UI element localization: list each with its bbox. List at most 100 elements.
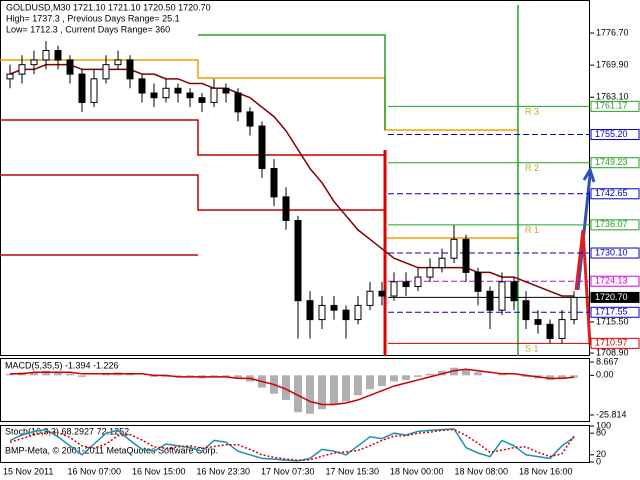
candle-body xyxy=(534,319,542,325)
x-tick-label: 16 Nov 15:00 xyxy=(132,466,186,476)
macd-bar xyxy=(78,375,86,377)
level-label: 1730.10 xyxy=(595,247,628,257)
pivot-name: R 3 xyxy=(525,107,539,117)
level-label: 1720.70 xyxy=(595,292,628,302)
macd-bar xyxy=(54,372,62,376)
y-tick-label: 80 xyxy=(596,428,606,438)
macd-bar xyxy=(126,373,134,376)
candle-body xyxy=(222,87,230,94)
level-label-box xyxy=(590,337,640,349)
x-tick-label: 18 Nov 00:00 xyxy=(390,466,444,476)
candle-body xyxy=(66,59,74,75)
macd-bar xyxy=(66,373,74,376)
y-tick-label: 0 xyxy=(596,456,601,466)
macd-bar xyxy=(498,373,506,376)
candle-body xyxy=(330,304,338,311)
candle-body xyxy=(126,59,134,80)
y-tick-label: 20 xyxy=(596,449,606,459)
candle-body xyxy=(270,168,278,198)
macd-bar xyxy=(162,375,170,377)
candle-body xyxy=(114,59,122,66)
y-tick-label: 1708.90 xyxy=(596,347,629,357)
pivot-step xyxy=(0,59,518,131)
candle-body xyxy=(162,87,170,99)
y-tick-label: -25.814 xyxy=(596,409,627,419)
candle-body xyxy=(450,238,458,259)
macd-bar xyxy=(30,372,38,376)
macd-bar xyxy=(318,375,326,410)
copyright: BMP-Meta, © 2001-2011 MetaQuotes Softwar… xyxy=(5,445,218,455)
macd-bar xyxy=(210,375,218,377)
stoch-title: Stoch(10,3,3) 68.2927 72.1252 xyxy=(5,426,129,436)
candle-body xyxy=(18,64,26,75)
level-label-box xyxy=(590,291,640,303)
macd-bar xyxy=(462,369,470,376)
candle-body xyxy=(174,87,182,94)
candle-body xyxy=(390,281,398,297)
macd-bar xyxy=(426,373,434,376)
macd-bar xyxy=(546,375,554,380)
candle-body xyxy=(378,290,386,297)
candle-body xyxy=(462,238,470,273)
macd-bar xyxy=(102,373,110,376)
macd-bar xyxy=(414,375,422,377)
level-label: 1736.07 xyxy=(595,219,628,229)
candle-body xyxy=(54,50,62,61)
macd-title: MACD(5,35,5) -1.394 -1.226 xyxy=(5,360,119,370)
candle-body xyxy=(150,92,158,99)
y-tick-label: 1776.70 xyxy=(596,27,629,37)
arrow-swing xyxy=(574,229,592,346)
candle-body xyxy=(6,73,14,80)
macd-bar xyxy=(390,375,398,382)
candle-body xyxy=(258,125,266,170)
candle-body xyxy=(474,271,482,292)
level-label: 1724.13 xyxy=(595,276,628,286)
macd-bar xyxy=(378,375,386,387)
candle-body xyxy=(414,276,422,288)
stoch-signal xyxy=(9,428,575,461)
candle-body xyxy=(318,304,326,321)
y-tick-label: 100 xyxy=(596,420,611,430)
candle-body xyxy=(366,290,374,306)
candle-body xyxy=(438,257,446,269)
macd-bar xyxy=(294,375,302,413)
candle-body xyxy=(246,111,254,127)
info-line: High= 1737.3 , Previous Days Range= 25.1 xyxy=(6,13,180,23)
candle-body xyxy=(102,64,110,80)
macd-bar xyxy=(42,370,50,376)
x-tick-label: 16 Nov 07:00 xyxy=(68,466,122,476)
level-label-box xyxy=(590,275,640,287)
macd-bar xyxy=(558,375,566,379)
macd-bar xyxy=(234,375,242,379)
y-tick-label: 1763.10 xyxy=(596,92,629,102)
x-tick-label: 16 Nov 23:30 xyxy=(197,466,251,476)
pivot-name: R 2 xyxy=(525,163,539,173)
level-label-box xyxy=(590,247,640,259)
candle-body xyxy=(30,59,38,66)
level-label-box xyxy=(590,129,640,141)
candle-body xyxy=(294,219,302,302)
x-tick-label: 18 Nov 16:00 xyxy=(519,466,573,476)
candle-body xyxy=(42,50,50,61)
info-line: Low= 1712.3 , Current Days Range= 360 xyxy=(6,24,170,34)
candle-body xyxy=(522,300,530,321)
candle-body xyxy=(234,92,242,113)
candle-body xyxy=(558,319,566,339)
level-label-box xyxy=(590,219,640,231)
candle-body xyxy=(546,323,554,339)
arrow-head xyxy=(582,166,596,183)
pivot-step xyxy=(0,119,385,156)
macd-pane xyxy=(0,358,590,422)
y-tick-label: 0.00 xyxy=(596,370,614,380)
level-label: 1717.55 xyxy=(595,307,628,317)
candle-body xyxy=(354,304,362,321)
stoch-pane xyxy=(0,425,590,463)
stoch-main xyxy=(9,428,575,462)
candle-body xyxy=(486,290,494,311)
y-tick-label: 1715.50 xyxy=(596,316,629,326)
x-tick-label: 18 Nov 08:00 xyxy=(455,466,509,476)
level-label: 1742.65 xyxy=(595,188,628,198)
level-label-box xyxy=(590,157,640,169)
